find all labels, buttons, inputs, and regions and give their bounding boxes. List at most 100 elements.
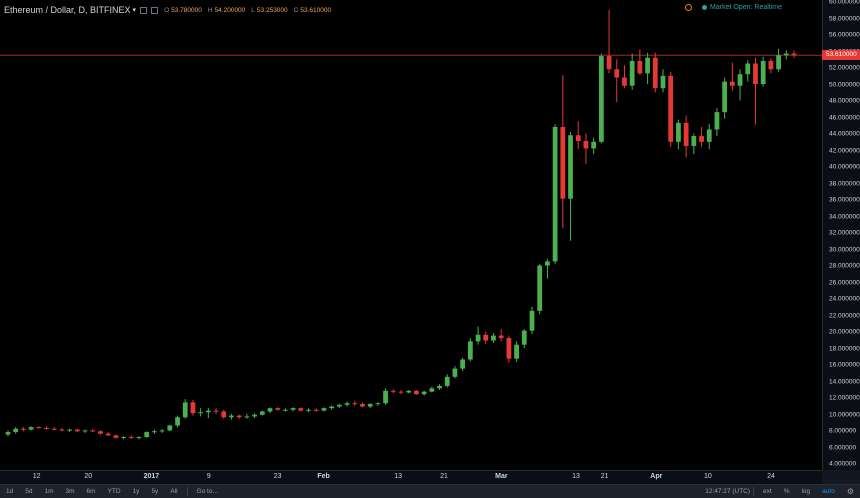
y-tick-label: 48.000000 [829, 97, 860, 105]
y-tick-label: 30.000000 [829, 246, 860, 254]
clock-icon[interactable] [685, 4, 693, 11]
range-button-1m[interactable]: 1m [44, 488, 54, 495]
range-button-ytd[interactable]: YTD [107, 488, 121, 495]
candle-body [121, 437, 126, 439]
candlestick-plot[interactable] [0, 0, 822, 470]
candle-body [691, 136, 697, 146]
range-button-1y[interactable]: 1y [132, 488, 140, 495]
ohlc-close-label: C [293, 6, 299, 14]
candle-body [676, 122, 681, 142]
divider [753, 487, 755, 496]
candle-body [753, 63, 758, 85]
candle-body [722, 81, 728, 113]
candle-body [21, 428, 26, 430]
candle-body [28, 427, 34, 430]
candle-body [74, 429, 80, 432]
close-icon[interactable] [151, 6, 159, 14]
market-status[interactable]: Market Open: Realtime [685, 4, 782, 11]
candle-body [313, 409, 319, 411]
candle-body [44, 427, 49, 429]
auto-toggle[interactable]: auto [822, 488, 835, 495]
candle-body [205, 410, 211, 413]
range-button-5d[interactable]: 5d [25, 488, 33, 495]
y-tick-label: 40.000000 [829, 163, 860, 171]
y-tick-label: 50.000000 [829, 81, 860, 89]
y-tick-label: 26.000000 [829, 279, 860, 287]
y-tick-label: 18.000000 [829, 345, 860, 353]
candle-body [198, 412, 204, 414]
candle-body [105, 433, 111, 436]
y-tick-label: 60.000000 [829, 0, 860, 6]
ext-toggle[interactable]: ext [763, 488, 772, 495]
time-axis[interactable]: 12 20 2017 9 23 Feb 13 21 Mar 13 21 Apr 10 24 [0, 470, 822, 484]
candle-body [90, 430, 96, 432]
candle-body [652, 57, 658, 89]
ohlc-close-value: 53.610000 [300, 6, 332, 14]
ohlc-open-value: 53.780000 [171, 6, 202, 14]
candle-body [152, 431, 157, 433]
percent-toggle[interactable]: % [783, 488, 790, 495]
y-tick-label: 16.000000 [829, 361, 860, 369]
candle-body [128, 437, 134, 439]
range-button-3m[interactable]: 3m [65, 488, 75, 495]
settings-icon[interactable] [140, 6, 148, 14]
candle-body [321, 408, 327, 411]
candle-body [390, 390, 396, 392]
candle-body [729, 81, 735, 86]
range-button-5y[interactable]: 5y [151, 488, 159, 495]
y-tick-label: 8.000000 [829, 427, 857, 435]
candle-body [683, 122, 689, 146]
y-tick-label: 44.000000 [829, 130, 860, 138]
candle-body [491, 335, 496, 341]
candle-body [51, 428, 57, 430]
y-tick-label: 52.000000 [829, 64, 860, 72]
chart-header: Ethereum / Dollar, D, BITFINEX ▾ O 53.78… [0, 0, 331, 20]
range-button-6m[interactable]: 6m [86, 488, 96, 495]
status-dot-icon [702, 5, 708, 10]
y-tick-label: 20.000000 [829, 328, 860, 336]
candle-body [537, 265, 543, 311]
candle-body [514, 344, 519, 359]
x-tick-label: 9 [206, 473, 211, 480]
utc-clock[interactable]: 12:47:27 (UTC) [705, 488, 751, 495]
range-button-all[interactable]: All [170, 488, 178, 495]
y-tick-label: 12.000000 [829, 394, 860, 402]
range-button-1d[interactable]: 1d [6, 488, 14, 495]
candle-body [614, 69, 620, 78]
candle-body [591, 141, 597, 149]
candle-body [336, 404, 342, 407]
log-toggle[interactable]: log [801, 488, 811, 495]
chevron-down-icon[interactable]: ▾ [132, 7, 137, 14]
symbol-title[interactable]: Ethereum / Dollar, D, BITFINEX [4, 5, 131, 15]
candle-body [283, 409, 288, 411]
candle-body [244, 416, 250, 418]
goto-button[interactable]: Go to... [196, 488, 218, 495]
ohlc-low-label: L [251, 6, 255, 14]
x-tick-label: 21 [600, 473, 609, 480]
candle-body [745, 63, 751, 75]
candle-body [375, 403, 381, 405]
y-tick-label: 56.000000 [829, 31, 860, 39]
candle-body [529, 310, 535, 331]
candle-body [59, 429, 65, 431]
candle-body [560, 126, 566, 199]
candle-body [329, 406, 335, 409]
candle-body [267, 408, 273, 412]
x-tick-label: 13 [394, 473, 403, 480]
x-tick-label: 20 [84, 473, 93, 480]
market-status-text: Market Open: Realtime [710, 4, 782, 11]
price-axis[interactable]: 4.000000 6.000000 8.000000 10.000000 12.0000… [822, 0, 860, 470]
gear-icon[interactable]: ⚙ [846, 487, 854, 496]
candle-body [67, 429, 73, 431]
chart-area[interactable]: Ethereum / Dollar, D, BITFINEX ▾ O 53.78… [0, 0, 822, 470]
y-tick-label: 22.000000 [829, 312, 860, 320]
y-tick-label: 36.000000 [829, 196, 860, 204]
candle-body [791, 53, 797, 56]
candle-body [344, 403, 350, 405]
x-tick-label: 24 [767, 473, 775, 480]
y-tick-label: 58.000000 [829, 15, 860, 23]
candle-body [545, 261, 550, 266]
candle-body [629, 61, 635, 86]
y-tick-label: 10.000000 [829, 411, 860, 419]
y-tick-label: 34.000000 [829, 213, 860, 221]
